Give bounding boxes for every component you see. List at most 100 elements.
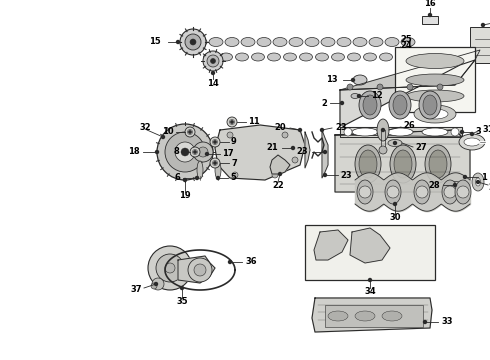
Ellipse shape — [393, 95, 407, 115]
Ellipse shape — [385, 180, 401, 204]
Text: 7: 7 — [231, 158, 237, 167]
Circle shape — [444, 186, 456, 198]
Circle shape — [272, 172, 278, 178]
Circle shape — [423, 320, 426, 324]
Ellipse shape — [193, 37, 207, 46]
Ellipse shape — [220, 53, 232, 61]
Circle shape — [180, 29, 206, 55]
Text: 28: 28 — [428, 180, 440, 189]
Ellipse shape — [241, 37, 255, 46]
Circle shape — [278, 172, 281, 175]
Circle shape — [416, 186, 428, 198]
Polygon shape — [335, 130, 478, 145]
Ellipse shape — [321, 37, 335, 46]
Circle shape — [157, 124, 213, 180]
Circle shape — [185, 127, 195, 137]
Ellipse shape — [357, 180, 373, 204]
Ellipse shape — [359, 91, 381, 119]
Circle shape — [387, 186, 399, 198]
Text: 23: 23 — [335, 123, 346, 132]
Ellipse shape — [289, 37, 303, 46]
Text: 24: 24 — [400, 41, 412, 50]
Bar — [305, 225, 435, 280]
Polygon shape — [340, 50, 480, 90]
Text: 16: 16 — [424, 0, 436, 9]
Circle shape — [193, 142, 213, 162]
Circle shape — [196, 176, 198, 180]
Polygon shape — [314, 230, 348, 260]
Ellipse shape — [464, 138, 480, 146]
Text: 20: 20 — [274, 122, 286, 131]
Polygon shape — [178, 256, 215, 283]
Text: 36: 36 — [245, 257, 257, 266]
Ellipse shape — [379, 146, 387, 154]
Circle shape — [437, 84, 443, 90]
Ellipse shape — [299, 53, 313, 61]
Circle shape — [382, 129, 385, 131]
Circle shape — [211, 58, 216, 63]
Ellipse shape — [414, 105, 456, 123]
Circle shape — [227, 117, 237, 127]
Text: 5: 5 — [230, 174, 236, 183]
Ellipse shape — [406, 74, 464, 86]
Ellipse shape — [447, 181, 463, 189]
Circle shape — [393, 141, 396, 144]
Text: 35: 35 — [176, 297, 188, 306]
Ellipse shape — [251, 53, 265, 61]
Ellipse shape — [406, 54, 464, 68]
Ellipse shape — [359, 150, 377, 178]
Text: 22: 22 — [272, 181, 284, 190]
Ellipse shape — [197, 161, 203, 179]
Circle shape — [190, 147, 200, 157]
Circle shape — [231, 121, 233, 123]
Ellipse shape — [387, 128, 413, 136]
Polygon shape — [270, 155, 290, 174]
Ellipse shape — [353, 75, 367, 85]
Circle shape — [165, 132, 205, 172]
Circle shape — [152, 278, 164, 290]
Circle shape — [176, 40, 179, 44]
Ellipse shape — [236, 53, 248, 61]
Circle shape — [188, 130, 193, 135]
Text: 11: 11 — [248, 117, 260, 126]
Circle shape — [470, 132, 473, 135]
Ellipse shape — [455, 180, 471, 204]
Circle shape — [232, 172, 238, 178]
Circle shape — [213, 161, 218, 166]
Circle shape — [210, 137, 220, 147]
Text: 26: 26 — [403, 122, 415, 130]
Circle shape — [282, 132, 288, 138]
Ellipse shape — [215, 161, 221, 179]
Circle shape — [323, 174, 326, 176]
Circle shape — [393, 202, 396, 206]
Text: 19: 19 — [179, 192, 191, 201]
Ellipse shape — [337, 37, 351, 46]
Circle shape — [180, 287, 183, 289]
Polygon shape — [340, 127, 462, 137]
Ellipse shape — [328, 311, 348, 321]
Circle shape — [482, 23, 485, 27]
Circle shape — [193, 149, 197, 154]
Text: 13: 13 — [326, 76, 338, 85]
Circle shape — [298, 129, 301, 131]
Bar — [470, 27, 490, 63]
Circle shape — [185, 34, 201, 50]
Text: 23: 23 — [340, 171, 352, 180]
Text: 3: 3 — [475, 127, 481, 136]
Polygon shape — [312, 298, 432, 332]
Circle shape — [476, 180, 480, 184]
Circle shape — [213, 139, 218, 144]
Bar — [325, 305, 423, 327]
Circle shape — [155, 150, 158, 153]
Ellipse shape — [332, 53, 344, 61]
Text: 21: 21 — [266, 144, 278, 153]
Ellipse shape — [394, 150, 412, 178]
Circle shape — [190, 39, 196, 45]
Circle shape — [175, 142, 195, 162]
Ellipse shape — [475, 178, 481, 186]
Text: 12: 12 — [371, 91, 383, 100]
Circle shape — [217, 176, 220, 180]
Ellipse shape — [390, 145, 416, 183]
Circle shape — [212, 72, 215, 75]
Circle shape — [207, 55, 219, 67]
